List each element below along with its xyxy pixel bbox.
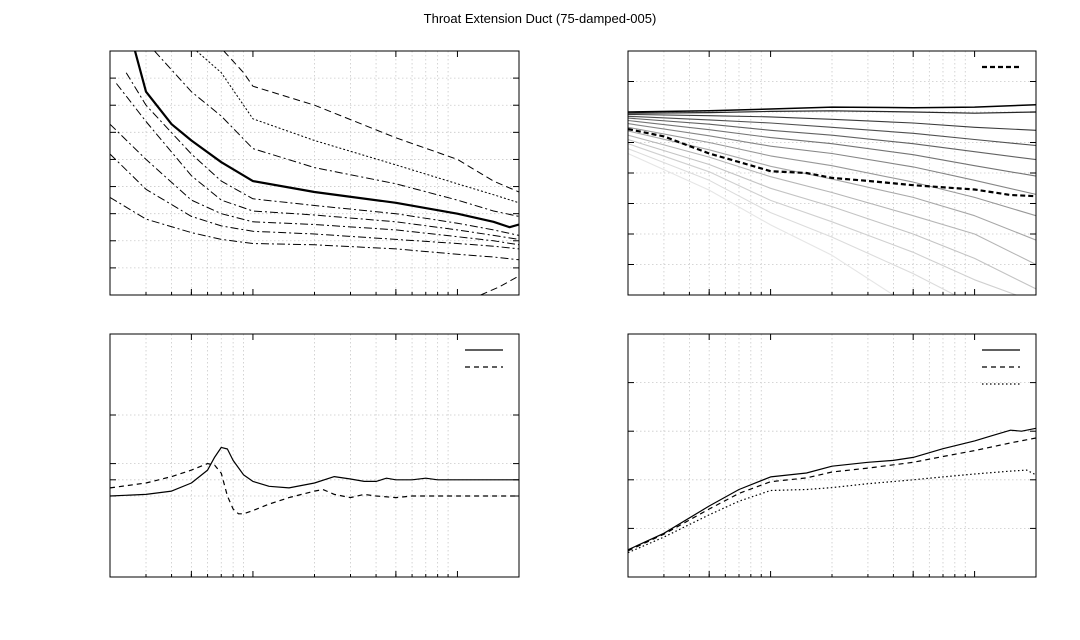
series-line: [628, 117, 1036, 161]
series-line: [628, 130, 1036, 241]
series-line-SP: [628, 128, 1036, 198]
series-line--5: [125, 72, 519, 236]
series-line-Re: [110, 446, 519, 497]
series-line-Im: [110, 463, 519, 515]
series-line--15: [223, 51, 519, 193]
series-line-on-axis: [628, 427, 1036, 551]
series-line: [628, 110, 1036, 114]
series-line: [628, 119, 1036, 177]
series-line--6: [133, 51, 519, 229]
chart-impedance: [109, 333, 520, 578]
series-line: [628, 138, 1036, 290]
figure-title: Throat Extension Duct (75-damped-005): [424, 11, 657, 26]
series-line: [628, 143, 1017, 295]
series-line--2: [110, 153, 519, 250]
series-group: [628, 103, 1036, 295]
series-line: [628, 134, 1036, 265]
series-line-10 deg: [628, 437, 1036, 552]
chart-polar: [109, 50, 520, 296]
series-line--4: [116, 83, 519, 240]
series-line: [628, 123, 1036, 195]
series-line: [628, 148, 956, 295]
series-group: [110, 51, 519, 295]
series-line--9: [154, 51, 519, 217]
legend: [465, 349, 503, 368]
series-line-1: [480, 275, 519, 295]
series-line--3: [110, 123, 519, 246]
series-group: [628, 427, 1036, 554]
series-line: [628, 103, 1036, 113]
series-line: [628, 152, 894, 295]
chart-spl: [627, 50, 1037, 296]
series-line--1: [110, 196, 519, 261]
chart-di: [627, 333, 1037, 578]
series-line: [628, 115, 1036, 147]
legend: [982, 349, 1020, 385]
series-line: [628, 113, 1036, 131]
series-line: [628, 126, 1036, 217]
series-line--12: [196, 51, 519, 204]
series-group: [110, 446, 519, 515]
